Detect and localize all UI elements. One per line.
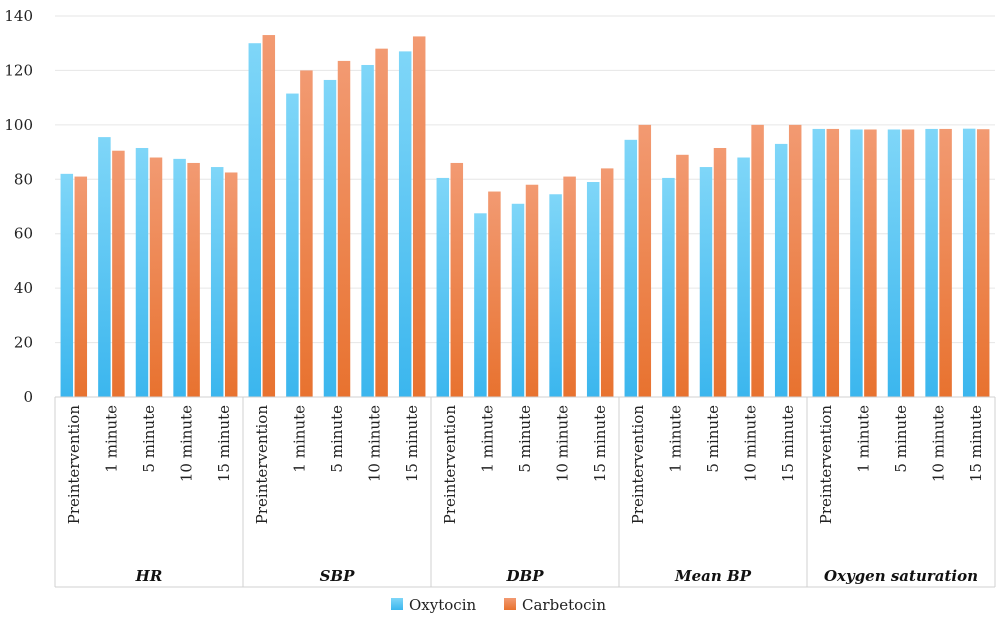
x-group-label: SBP <box>320 567 356 585</box>
x-category-label: 1 minute <box>666 405 684 473</box>
x-category-label: 10 minute <box>554 405 572 482</box>
bar-carbetocin <box>976 129 990 397</box>
bar-carbetocin <box>939 128 952 398</box>
bar-oxytocin <box>549 194 562 397</box>
legend-label: Oxytocin <box>409 596 476 614</box>
bar-carbetocin <box>713 147 727 397</box>
x-category-label: 1 minute <box>478 405 496 473</box>
x-category-label: Preintervention <box>817 405 835 525</box>
bar-carbetocin <box>187 162 200 397</box>
bar-oxytocin <box>323 79 337 397</box>
bar-oxytocin <box>962 128 976 397</box>
bar-oxytocin <box>135 147 149 397</box>
x-category-label: 5 minute <box>328 405 346 473</box>
bar-carbetocin <box>412 36 426 398</box>
bar-carbetocin <box>638 124 652 397</box>
y-tick-label: 60 <box>14 225 33 243</box>
bar-oxytocin <box>699 167 713 397</box>
bar-oxytocin <box>887 129 901 397</box>
x-category-label: 1 minute <box>854 405 872 473</box>
bar-oxytocin <box>248 43 262 397</box>
bar-carbetocin <box>901 129 915 397</box>
bar-oxytocin <box>210 167 224 397</box>
legend-swatch-carbetocin <box>504 598 516 610</box>
bar-oxytocin <box>474 213 487 397</box>
bar-oxytocin <box>436 177 450 397</box>
y-tick-label: 120 <box>4 61 33 79</box>
y-tick-label: 40 <box>14 279 33 297</box>
bar-carbetocin <box>224 172 238 397</box>
bar-carbetocin <box>375 48 388 398</box>
x-category-label: Preintervention <box>65 405 83 525</box>
bar-oxytocin <box>98 137 111 397</box>
bar-carbetocin <box>300 70 313 397</box>
x-group-label: DBP <box>506 567 545 585</box>
bar-carbetocin <box>864 129 877 397</box>
bar-oxytocin <box>511 203 525 397</box>
bar-oxytocin <box>737 157 750 397</box>
x-category-label: 5 minute <box>892 405 910 473</box>
x-category-label: 10 minute <box>930 405 948 482</box>
bar-carbetocin <box>600 168 614 397</box>
x-axis: Preintervention 1 minute 5 minute 10 minute… <box>54 396 996 588</box>
bar-oxytocin <box>60 173 74 397</box>
bar-oxytocin <box>286 93 299 397</box>
bar-carbetocin <box>563 176 576 397</box>
y-axis-ticks: 0 20 40 60 80 100 120 140 <box>4 7 33 406</box>
x-category-label: Preintervention <box>441 405 459 525</box>
bar-oxytocin <box>774 143 788 397</box>
bar-oxytocin <box>624 139 638 397</box>
x-category-label: 10 minute <box>742 405 760 482</box>
legend-swatch-oxytocin <box>391 598 403 610</box>
legend-label: Carbetocin <box>522 596 606 614</box>
x-category-label: 15 minute <box>779 405 797 482</box>
x-category-label: 10 minute <box>366 405 384 482</box>
bar-oxytocin <box>586 182 600 397</box>
y-tick-label: 20 <box>14 334 33 352</box>
bar-oxytocin <box>812 128 826 398</box>
y-tick-label: 80 <box>14 170 33 188</box>
bar-carbetocin <box>826 128 840 398</box>
x-category-label: 15 minute <box>967 405 985 482</box>
x-group-label: HR <box>135 567 163 585</box>
x-category-label: 5 minute <box>140 405 158 473</box>
bars <box>60 35 990 398</box>
x-category-label: 10 minute <box>178 405 196 482</box>
legend: Oxytocin Carbetocin <box>391 596 606 614</box>
x-group-label: Mean BP <box>674 567 752 585</box>
bar-carbetocin <box>751 124 764 397</box>
bar-carbetocin <box>149 157 163 397</box>
x-category-label: 1 minute <box>290 405 308 473</box>
x-category-label: 5 minute <box>704 405 722 473</box>
x-category-label: 1 minute <box>102 405 120 473</box>
x-category-label: Preintervention <box>629 405 647 525</box>
y-tick-label: 0 <box>23 388 33 406</box>
bar-carbetocin <box>262 35 276 398</box>
bar-oxytocin <box>925 128 938 398</box>
x-category-label: 5 minute <box>516 405 534 473</box>
x-category-label: 15 minute <box>215 405 233 482</box>
bar-carbetocin <box>788 124 802 397</box>
bar-carbetocin <box>337 60 351 398</box>
bar-oxytocin <box>361 64 374 397</box>
bar-oxytocin <box>850 129 863 397</box>
x-category-label: 15 minute <box>403 405 421 482</box>
bar-carbetocin <box>488 191 501 397</box>
bar-carbetocin <box>450 162 464 397</box>
bar-oxytocin <box>662 177 675 397</box>
y-tick-label: 100 <box>4 116 33 134</box>
bar-carbetocin <box>112 150 125 397</box>
bar-carbetocin <box>74 176 88 397</box>
x-category-label: 15 minute <box>591 405 609 482</box>
x-category-label: Preintervention <box>253 405 271 525</box>
x-group-label: Oxygen saturation <box>824 567 978 585</box>
bar-carbetocin <box>525 184 539 397</box>
bar-carbetocin <box>676 154 689 397</box>
bar-oxytocin <box>398 51 412 397</box>
y-tick-label: 140 <box>4 7 33 25</box>
bar-oxytocin <box>173 158 186 397</box>
